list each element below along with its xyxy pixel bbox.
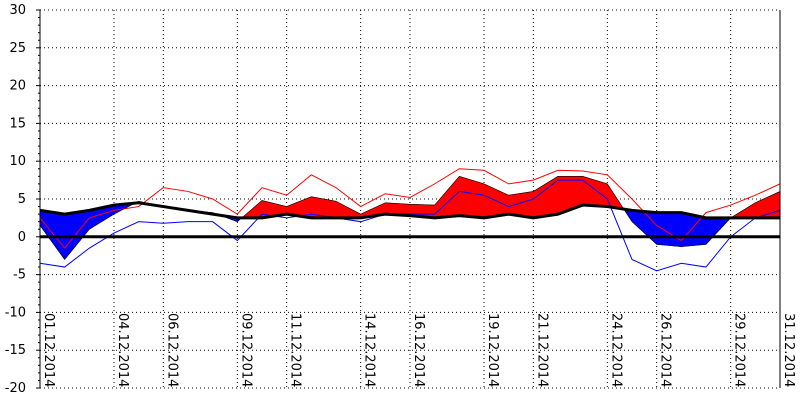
anomaly-segment <box>64 210 90 261</box>
x-tick-label: 31.12.2014 <box>781 313 796 387</box>
y-tick-label: -15 <box>5 343 26 358</box>
x-tick-label: 14.12.2014 <box>362 313 377 387</box>
series-lines <box>39 168 781 272</box>
x-tick-label: 06.12.2014 <box>164 313 179 387</box>
anomaly-fill <box>39 175 781 261</box>
y-tick-label: 30 <box>9 3 26 18</box>
series-min-line <box>39 179 781 272</box>
y-tick-label: 10 <box>9 154 26 169</box>
x-tick-label: 16.12.2014 <box>411 313 426 387</box>
x-tick-label: 21.12.2014 <box>534 313 549 387</box>
anomaly-segment <box>434 175 460 219</box>
x-tick-label: 11.12.2014 <box>288 313 303 387</box>
x-tick-label: 01.12.2014 <box>41 313 56 387</box>
y-tick-label: 20 <box>9 79 26 94</box>
series-max-line <box>39 168 781 249</box>
y-tick-label: -10 <box>5 305 26 320</box>
anomaly-segment <box>39 210 65 261</box>
anomaly-segment <box>582 175 608 207</box>
series-normal-line <box>39 201 780 220</box>
y-tick-label: -5 <box>13 268 26 283</box>
x-tick-label: 29.12.2014 <box>732 313 747 387</box>
y-tick-labels: -20 -15 -10 -5 0 5 10 15 20 25 30 <box>5 3 26 396</box>
x-tick-label: 24.12.2014 <box>608 313 623 387</box>
axes <box>36 9 781 389</box>
x-tick-labels: 01.12.2014 04.12.2014 06.12.2014 09.12.2014… <box>41 313 796 387</box>
x-tick-label: 04.12.2014 <box>115 313 130 387</box>
grid <box>39 9 781 389</box>
y-tick-label: 15 <box>9 116 26 131</box>
anomaly-segment <box>631 210 657 245</box>
y-tick-label: 0 <box>18 230 26 245</box>
y-tick-label: 25 <box>9 41 26 56</box>
anomaly-segment <box>656 212 682 247</box>
y-tick-label: 5 <box>18 192 26 207</box>
x-tick-label: 09.12.2014 <box>238 313 253 387</box>
x-tick-label: 26.12.2014 <box>658 313 673 387</box>
x-tick-label: 19.12.2014 <box>485 313 500 387</box>
y-tick-label: -20 <box>5 381 26 396</box>
